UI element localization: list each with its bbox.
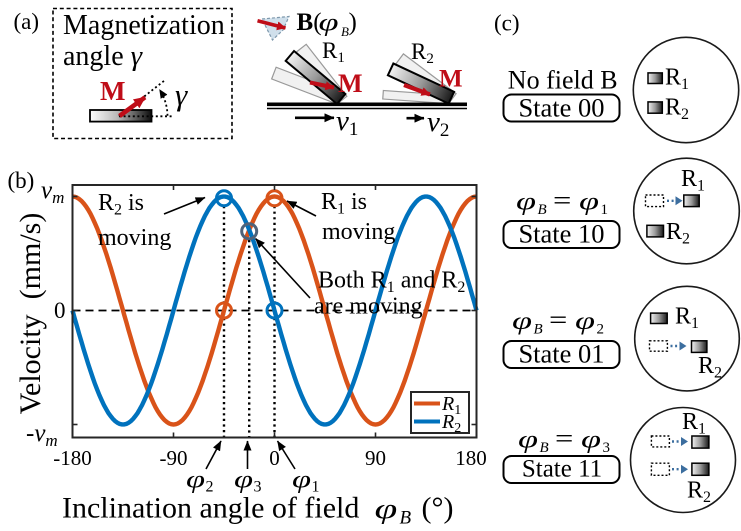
svg-text:B: B <box>341 24 349 39</box>
svg-text:Both R1 and R2: Both R1 and R2 <box>318 268 465 297</box>
svg-text:φ: φ <box>581 425 601 453</box>
svg-text:No field B: No field B <box>508 66 618 95</box>
svg-text:φ: φ <box>516 187 536 215</box>
svg-text:0: 0 <box>54 298 66 323</box>
svg-text:φ: φ <box>512 307 532 335</box>
svg-text:B: B <box>534 322 543 338</box>
svg-text:φ: φ <box>234 465 253 493</box>
svg-text:90: 90 <box>365 446 386 470</box>
svg-text:Inclination angle of field: Inclination angle of field <box>62 492 359 525</box>
svg-text:R2: R2 <box>698 353 722 382</box>
svg-text:1: 1 <box>601 202 609 218</box>
svg-text:(b): (b) <box>8 168 35 193</box>
svg-text:180: 180 <box>455 446 487 470</box>
svg-text:-180: -180 <box>53 446 92 470</box>
svg-text:State 01: State 01 <box>518 339 604 369</box>
svg-text:R2: R2 <box>666 219 690 248</box>
svg-text:B: B <box>400 508 412 529</box>
svg-text:0: 0 <box>269 446 280 470</box>
svg-text:): ) <box>349 9 357 36</box>
svg-text:R1: R1 <box>675 304 699 333</box>
svg-text:v1: v1 <box>336 105 358 140</box>
svg-text:=: = <box>553 187 571 215</box>
svg-text:γ: γ <box>175 77 188 112</box>
svg-text:φ: φ <box>186 465 205 493</box>
svg-text:φ: φ <box>319 8 339 36</box>
svg-text:2: 2 <box>597 322 605 338</box>
svg-text:v2: v2 <box>427 106 449 141</box>
svg-text:=: = <box>555 425 573 453</box>
svg-text:B: B <box>540 440 549 456</box>
svg-text:(a): (a) <box>14 9 40 34</box>
svg-text:-90: -90 <box>160 446 188 470</box>
svg-text:φ: φ <box>292 465 311 493</box>
svg-text:(°): (°) <box>422 492 454 525</box>
svg-text:R1: R1 <box>322 38 345 66</box>
svg-text:φ: φ <box>375 492 398 525</box>
svg-text:M: M <box>100 76 125 106</box>
svg-text:M: M <box>439 66 463 93</box>
svg-text:moving: moving <box>322 219 395 245</box>
svg-text:B: B <box>538 202 547 218</box>
svg-text:R1 is: R1 is <box>321 189 367 218</box>
svg-text:angle γ: angle γ <box>63 40 144 72</box>
svg-text:1: 1 <box>312 479 320 496</box>
svg-text:2: 2 <box>206 479 214 496</box>
svg-text:3: 3 <box>603 440 611 456</box>
svg-text:moving: moving <box>98 225 171 251</box>
svg-text:R2 is: R2 is <box>98 190 144 219</box>
svg-text:vm: vm <box>41 177 64 207</box>
svg-text:φ: φ <box>579 187 599 215</box>
svg-text:B(: B( <box>297 9 322 36</box>
svg-text:are moving: are moving <box>314 294 423 320</box>
svg-text:(c): (c) <box>494 11 520 36</box>
svg-text:M: M <box>338 69 363 98</box>
svg-text:-vm: -vm <box>26 420 58 450</box>
svg-text:State 10: State 10 <box>518 219 604 249</box>
svg-text:R1: R1 <box>665 65 689 94</box>
svg-text:R2: R2 <box>687 478 711 507</box>
svg-text:3: 3 <box>254 479 262 496</box>
svg-text:Magnetization: Magnetization <box>63 10 225 41</box>
svg-text:=: = <box>549 306 567 334</box>
svg-text:State 11: State 11 <box>522 456 602 483</box>
svg-text:R1: R1 <box>681 166 705 195</box>
svg-text:φ: φ <box>575 307 595 335</box>
svg-text:φ: φ <box>518 425 538 453</box>
svg-text:R2: R2 <box>665 95 689 124</box>
svg-text:R1: R1 <box>682 409 706 438</box>
svg-text:Velocity (mm/s): Velocity (mm/s) <box>14 213 47 415</box>
svg-text:State 00: State 00 <box>518 93 604 123</box>
